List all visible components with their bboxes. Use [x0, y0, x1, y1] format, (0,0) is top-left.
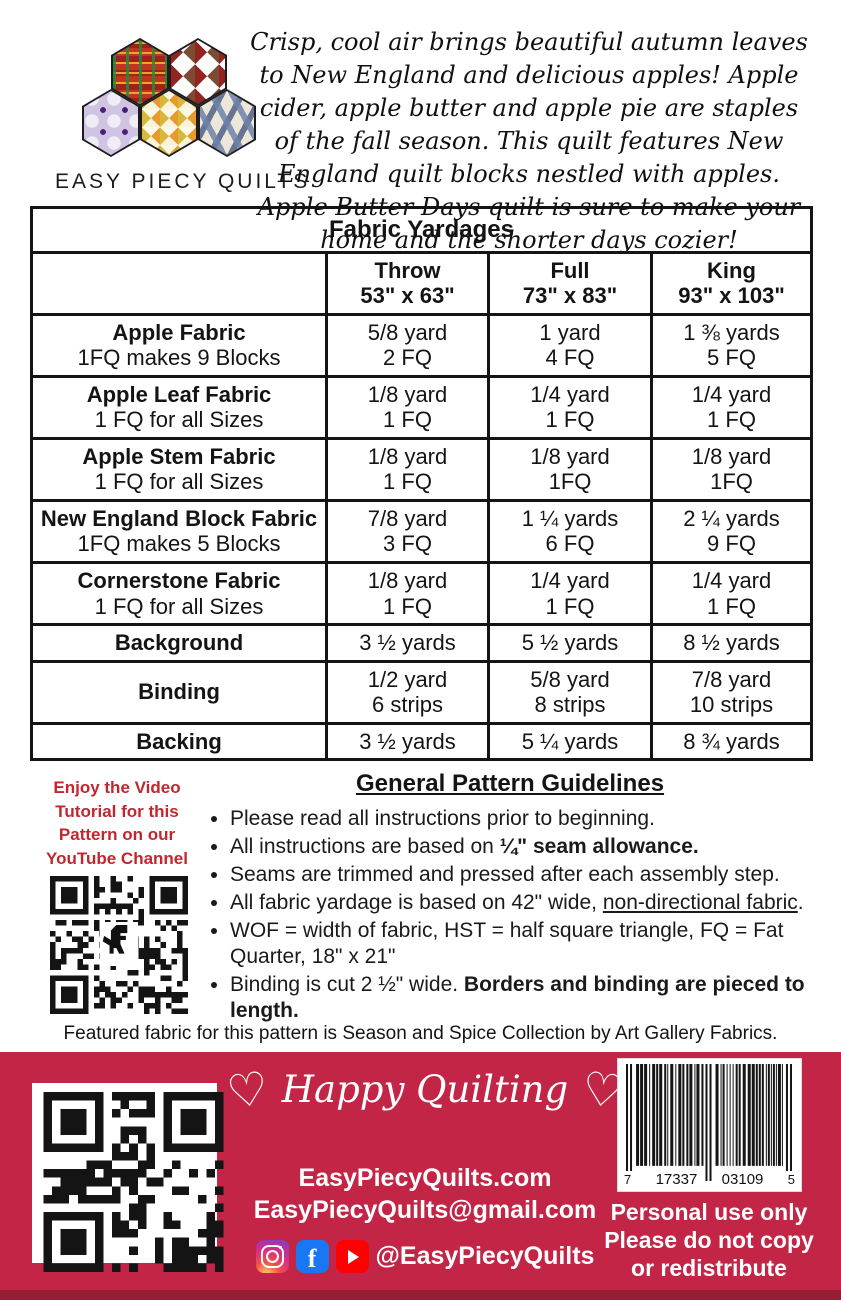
cell: 1/4 yard 1 FQ [650, 560, 813, 627]
barcode-bars [625, 1064, 794, 1183]
cell: 5/8 yard 8 strips [487, 659, 653, 725]
row-label: Cornerstone Fabric 1 FQ for all Sizes [30, 560, 328, 627]
email-address: EasyPiecyQuilts@gmail.com [253, 1196, 597, 1224]
cell: 1 ¼ yards 6 FQ [487, 498, 653, 564]
cell: 5/8 yard 2 FQ [325, 312, 490, 378]
table-row: Backing 3 ½ yards 5 ¼ yards 8 ¾ yards [30, 721, 813, 762]
guideline-item: All instructions are based on ¼" seam al… [230, 834, 820, 860]
brand-wordmark: EASY PIECY QUILTS [55, 170, 311, 193]
youtube-icon [335, 1240, 369, 1273]
cell: 1/2 yard 6 strips [325, 659, 490, 725]
guideline-item: Please read all instructions prior to be… [230, 806, 820, 832]
table-row: Binding 1/2 yard 6 strips 5/8 yard 8 strip… [30, 659, 813, 725]
cell: 1 ⅜ yards 5 FQ [650, 312, 813, 378]
cell: 1/8 yard 1FQ [650, 436, 813, 502]
cell: 5 ¼ yards [487, 721, 653, 762]
shop-qr-code [32, 1083, 224, 1272]
logo-hexagon-dots-icon [82, 89, 140, 157]
cell: 3 ½ yards [325, 623, 490, 663]
row-label: Background [30, 623, 328, 663]
logo-hexagon-cluster [62, 38, 256, 160]
bottom-accent-strip [0, 1290, 841, 1300]
cell: 1/4 yard 1 FQ [650, 374, 813, 440]
logo-hexagon-argyle-icon [169, 38, 227, 106]
cell: 1/8 yard 1FQ [487, 436, 653, 502]
col-header-king: King 93" x 103" [650, 250, 813, 316]
logo-hexagon-blocks-icon [198, 89, 256, 157]
facebook-icon: f [295, 1240, 329, 1273]
cell: 1/8 yard 1 FQ [325, 374, 490, 440]
banner-center: ♡ Happy Quilting ♡ EasyPiecyQuilts.com E… [222, 1052, 628, 1290]
usage-notice: Personal use only Please do not copy or … [604, 1199, 814, 1281]
instagram-icon [255, 1240, 289, 1273]
barcode-digits: 7 17337 03109 5 [622, 1171, 797, 1188]
intro-paragraph: Crisp, cool air brings beautiful autumn … [250, 28, 808, 254]
barcode: 7 17337 03109 5 [617, 1058, 802, 1192]
cell: 5 ½ yards [487, 623, 653, 663]
guidelines-list: Please read all instructions prior to be… [200, 806, 820, 1024]
footer-banner: ♡ Happy Quilting ♡ EasyPiecyQuilts.com E… [0, 1052, 841, 1290]
corner-cell [30, 250, 328, 316]
cell: 8 ¾ yards [650, 721, 813, 762]
cell: 7/8 yard 10 strips [650, 659, 813, 725]
guideline-item: Binding is cut 2 ½" wide. Borders and bi… [230, 972, 820, 1024]
table-row: Apple Stem Fabric 1 FQ for all Sizes 1/8 … [30, 436, 813, 502]
table-title: Fabric Yardages [30, 206, 813, 254]
table-row: Apple Leaf Fabric 1 FQ for all Sizes 1/8 … [30, 374, 813, 440]
row-label: Binding [30, 659, 328, 725]
guideline-item: All fabric yardage is based on 42" wide,… [230, 890, 820, 916]
dino-icon [100, 922, 138, 966]
social-row: f @EasyPiecyQuilts [222, 1240, 628, 1273]
cell: 1/8 yard 1 FQ [325, 436, 490, 502]
video-tutorial-note: Enjoy the Video Tutorial for this Patter… [46, 778, 188, 868]
row-label: Apple Stem Fabric 1 FQ for all Sizes [30, 436, 328, 502]
row-label: Backing [30, 721, 328, 762]
guideline-item: Seams are trimmed and pressed after each… [230, 862, 820, 888]
table-row: Background 3 ½ yards 5 ½ yards 8 ½ yards [30, 623, 813, 663]
guidelines-title: General Pattern Guidelines [355, 770, 665, 797]
tagline-row: ♡ Happy Quilting ♡ [222, 1060, 628, 1120]
fabric-yardages-table: Fabric Yardages Throw 53" x 63" Full 73" x… [30, 206, 813, 762]
website-url: EasyPiecyQuilts.com [298, 1164, 552, 1192]
guideline-item: WOF = width of fabric, HST = half square… [230, 918, 820, 970]
cell: 2 ¼ yards 9 FQ [650, 498, 813, 564]
table-row: New England Block Fabric 1FQ makes 5 Bloc… [30, 498, 813, 564]
featured-fabric-note: Featured fabric for this pattern is Seas… [63, 1023, 778, 1044]
logo-hexagon-plaid-icon [111, 38, 169, 106]
row-label: Apple Leaf Fabric 1 FQ for all Sizes [30, 374, 328, 440]
cell: 1 yard 4 FQ [487, 312, 653, 378]
table-row: Apple Fabric 1FQ makes 9 Blocks 5/8 yard 2… [30, 312, 813, 378]
col-header-throw: Throw 53" x 63" [325, 250, 490, 316]
cell: 8 ½ yards [650, 623, 813, 663]
cell: 1/4 yard 1 FQ [487, 374, 653, 440]
general-guidelines: General Pattern Guidelines Please read a… [200, 770, 820, 1026]
cell: 1/4 yard 1 FQ [487, 560, 653, 627]
cell: 1/8 yard 1 FQ [325, 560, 490, 627]
row-label: New England Block Fabric 1FQ makes 5 Bloc… [30, 498, 328, 564]
table-row: Cornerstone Fabric 1 FQ for all Sizes 1/8… [30, 560, 813, 627]
cell: 7/8 yard 3 FQ [325, 498, 490, 564]
social-handle: @EasyPiecyQuilts [375, 1242, 595, 1270]
table-header-row: Throw 53" x 63" Full 73" x 83" King 93" x 1… [30, 250, 813, 316]
heart-icon: ♡ [222, 1060, 272, 1120]
table-title-row: Fabric Yardages [30, 206, 813, 254]
cell: 3 ½ yards [325, 721, 490, 762]
brand-logo: EASY PIECY QUILTS [55, 34, 311, 204]
col-header-full: Full 73" x 83" [487, 250, 653, 316]
youtube-qr-code [50, 876, 188, 1014]
row-label: Apple Fabric 1FQ makes 9 Blocks [30, 312, 328, 378]
tagline-text: Happy Quilting [281, 1068, 569, 1111]
